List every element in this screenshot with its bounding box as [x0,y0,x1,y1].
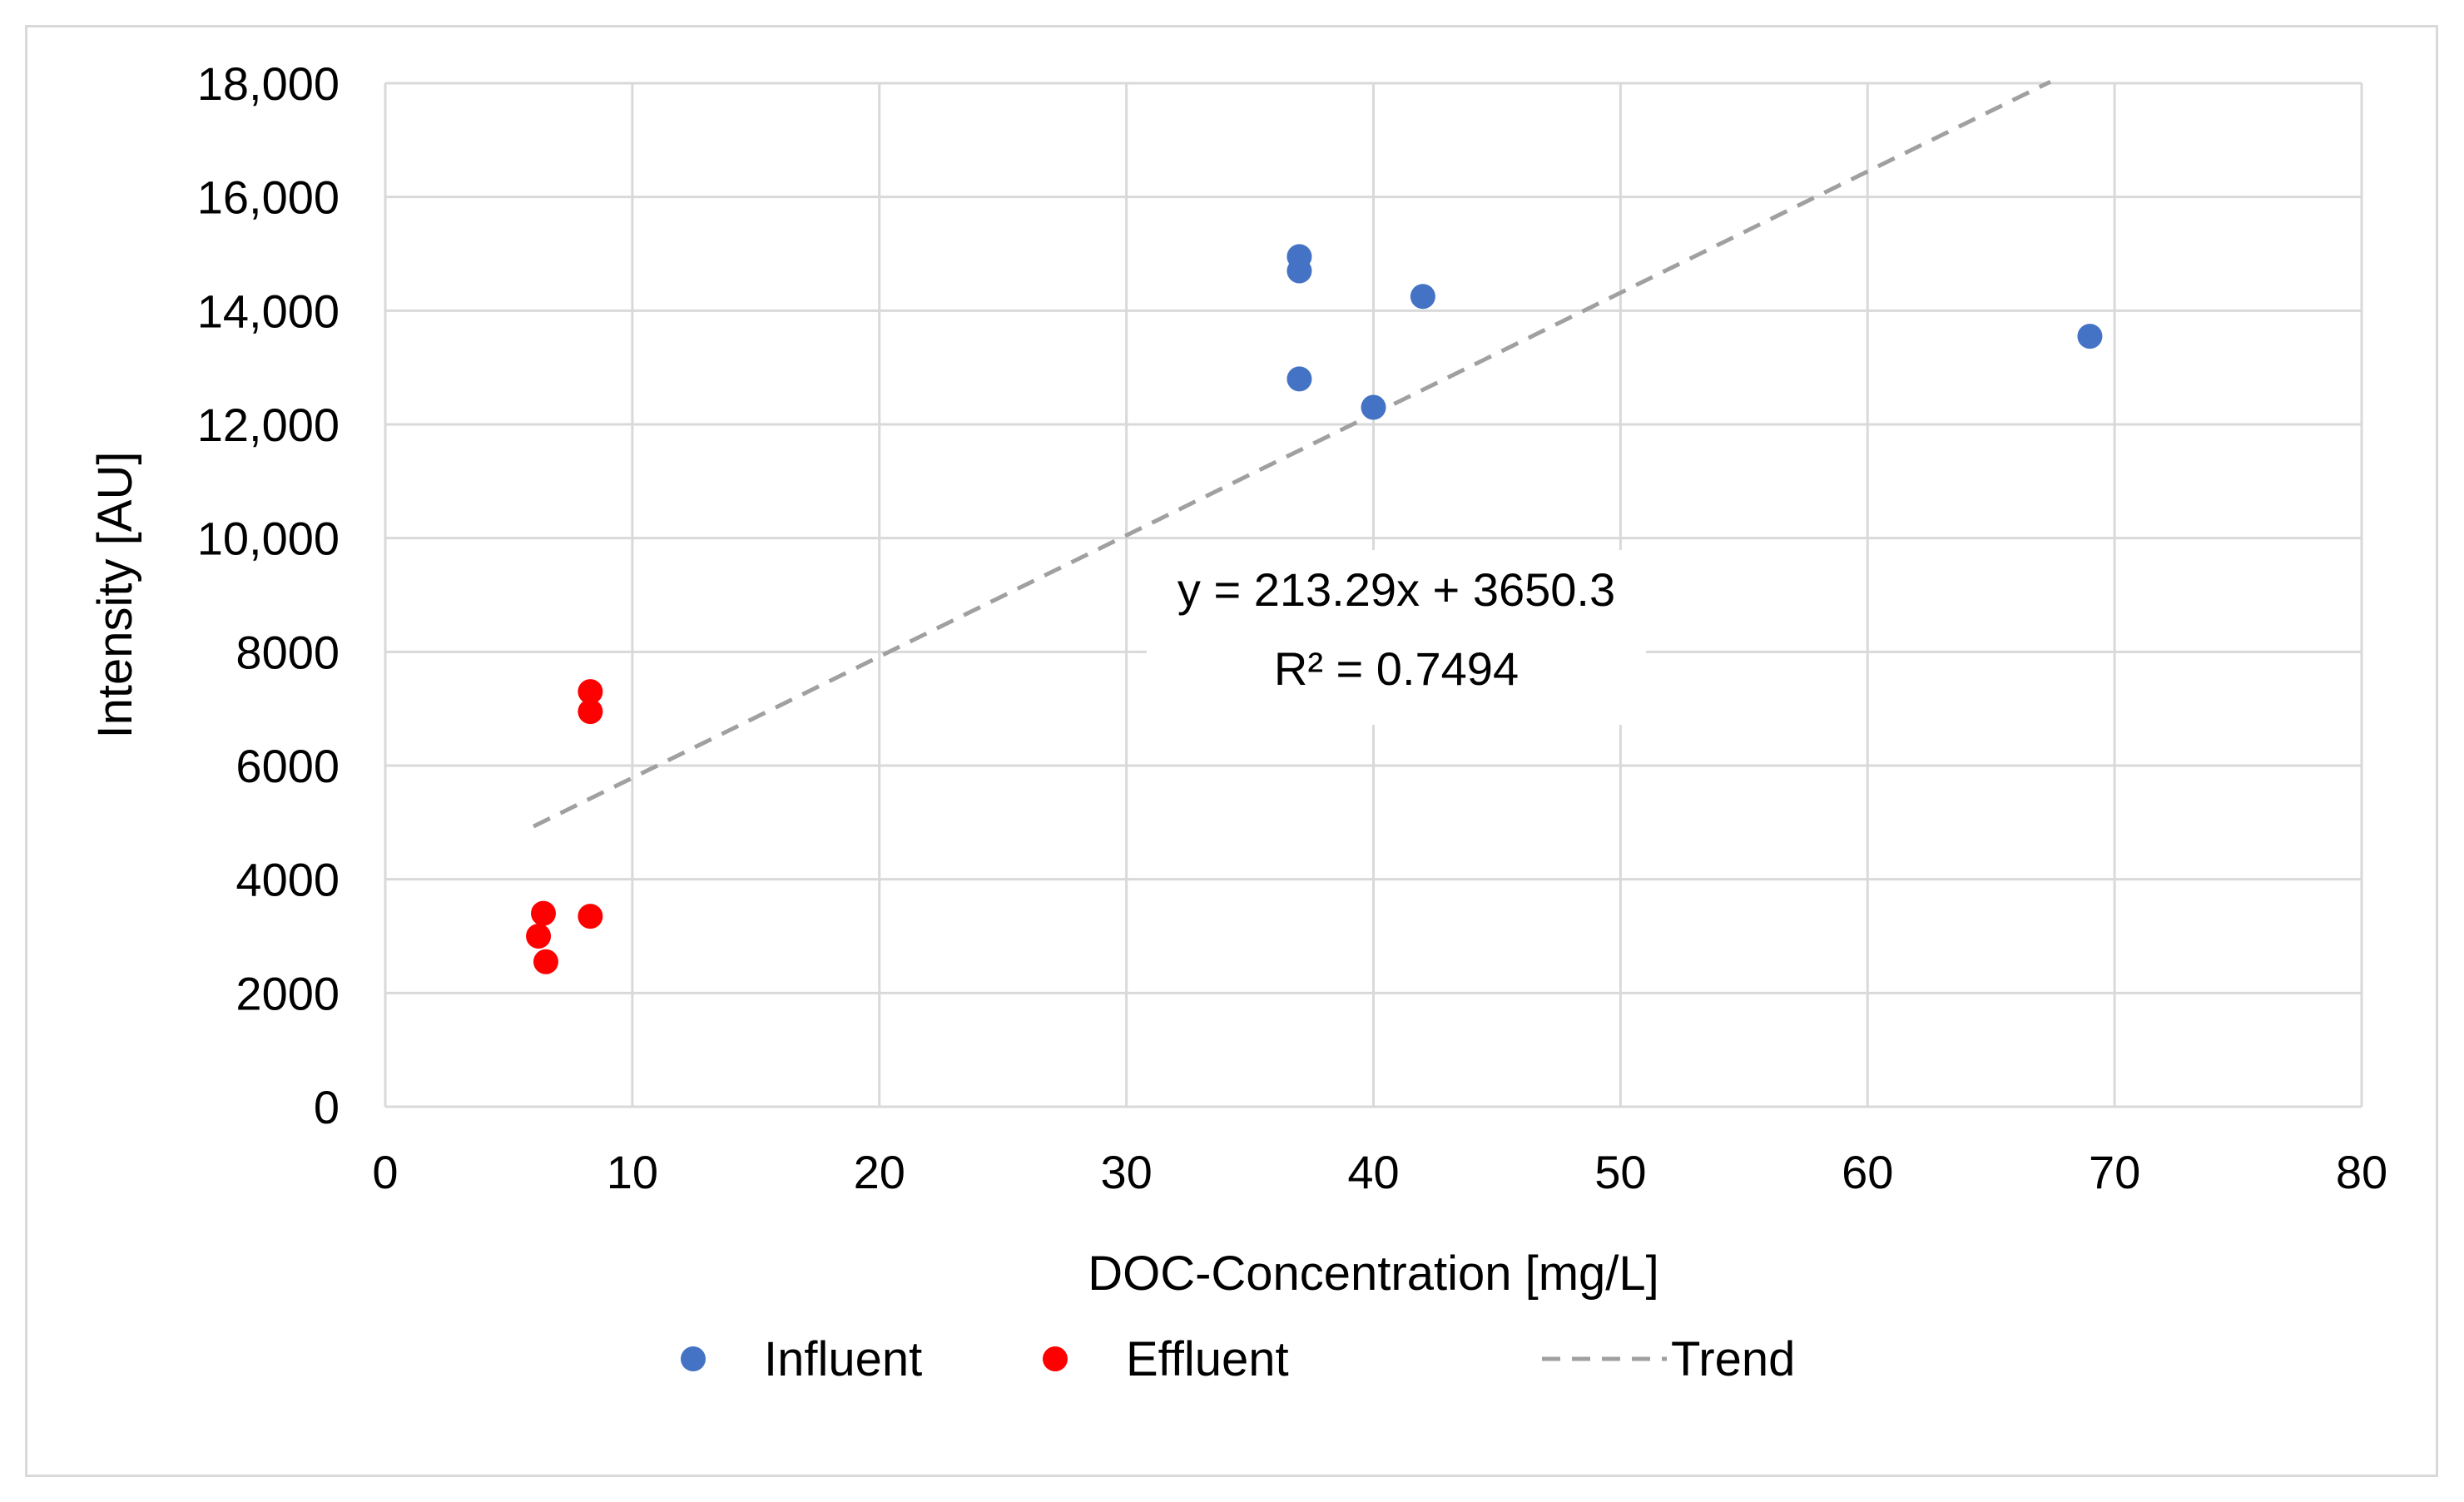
x-tick-label: 50 [1594,1146,1646,1198]
x-tick-label: 70 [2089,1146,2140,1198]
y-axis-title: Intensity [AU] [88,452,142,739]
y-tick-label: 0 [314,1081,340,1133]
trendline-equation: y = 213.29x + 3650.3 R² = 0.7494 [1147,550,1646,725]
influent-point [2077,324,2103,349]
influent-point [1287,258,1312,284]
x-axis-title: DOC-Concentration [mg/L] [1088,1247,1659,1301]
y-tick-label: 6000 [235,740,340,792]
equation-background [1147,550,1646,725]
influent-point [1287,366,1312,392]
legend-effluent-marker [1043,1346,1068,1371]
x-tick-label: 20 [854,1146,905,1198]
y-tick-label: 10,000 [197,513,340,565]
axis-layer: 0 2000 4000 6000 8000 10,000 12,000 14,000 16,00… [197,57,2387,1198]
effluent-point [531,900,556,926]
effluent-point [526,924,552,949]
points-layer [526,244,2103,974]
effluent-point [578,679,603,705]
x-tick-label: 80 [2336,1146,2387,1198]
y-tick-label: 16,000 [197,171,340,224]
effluent-point [578,904,603,929]
x-tick-label: 60 [1842,1146,1893,1198]
effluent-point [578,699,603,725]
y-tick-label: 14,000 [197,285,340,337]
x-tick-label: 30 [1100,1146,1152,1198]
trend-layer [533,79,2052,829]
legend-influent-marker [681,1346,706,1371]
legend-trend-label: Trend [1671,1332,1795,1386]
y-tick-label: 12,000 [197,399,340,451]
chart-frame: y = 213.29x + 3650.3 R² = 0.7494 0 2000 40… [25,25,2438,1477]
scatter-chart: y = 213.29x + 3650.3 R² = 0.7494 0 2000 40… [88,57,2387,1386]
equation-line-1: y = 213.29x + 3650.3 [1177,563,1615,616]
influent-point [1361,394,1386,420]
legend-effluent-label: Effluent [1126,1332,1289,1386]
x-tick-label: 40 [1347,1146,1399,1198]
legend-influent-label: Influent [764,1332,922,1386]
y-tick-label: 4000 [235,854,340,906]
trendline [533,79,2052,829]
equation-line-2: R² = 0.7494 [1274,642,1519,695]
y-tick-label: 8000 [235,626,340,678]
y-tick-label: 18,000 [197,57,340,110]
x-tick-label: 10 [607,1146,658,1198]
influent-point [1410,284,1435,310]
effluent-point [533,949,558,974]
legend: Influent Effluent Trend [681,1332,1795,1386]
y-tick-label: 2000 [235,967,340,1019]
x-tick-label: 0 [372,1146,398,1198]
